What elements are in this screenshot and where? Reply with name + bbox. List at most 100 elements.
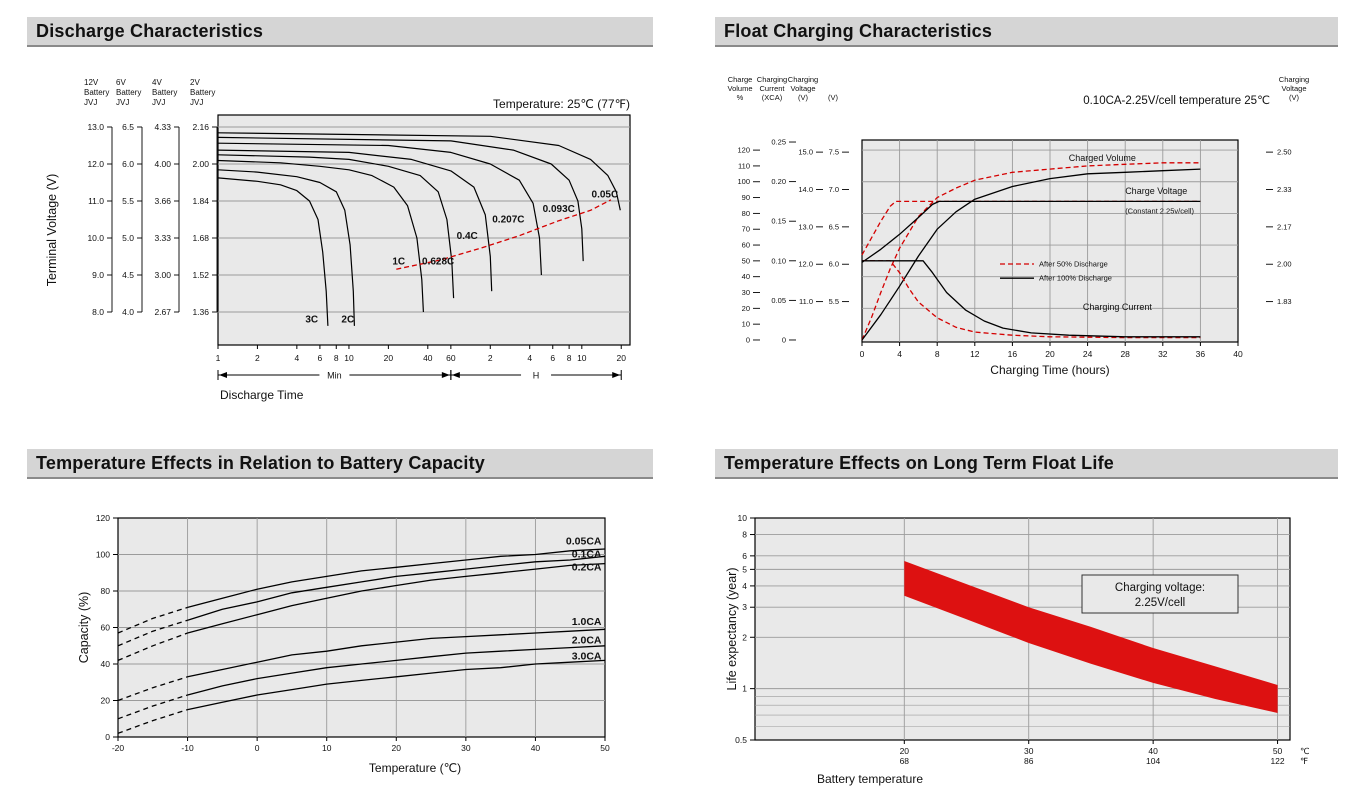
svg-text:40: 40 [742,272,750,281]
svg-text:Charging: Charging [757,75,787,84]
svg-text:32: 32 [1158,349,1168,359]
svg-text:8.0: 8.0 [92,307,104,317]
svg-text:0.2CA: 0.2CA [572,561,602,573]
curve-2.0CA [187,645,606,696]
svg-text:13.0: 13.0 [798,222,813,231]
svg-text:2: 2 [255,353,260,363]
svg-text:Battery: Battery [84,88,109,97]
svg-text:2.25V/cell: 2.25V/cell [1135,597,1186,609]
svg-text:3.66: 3.66 [154,196,171,206]
svg-text:0: 0 [746,335,750,344]
svg-text:50: 50 [742,256,750,265]
svg-text:℉: ℉ [1300,756,1308,766]
temp-capacity-chart: -20 -10 0 10 20 30 40 50 0 20 40 60 80 100 120 Capacity… [77,513,610,775]
svg-text:6: 6 [318,353,323,363]
svg-text:5.0: 5.0 [122,233,134,243]
svg-text:10.0: 10.0 [87,233,104,243]
svg-text:H: H [533,371,540,381]
svg-text:4.00: 4.00 [154,159,171,169]
svg-text:Battery: Battery [116,88,141,97]
svg-text:0: 0 [105,732,110,742]
curve-0.05CA-dashed [117,606,188,634]
discharge-curves [217,132,621,326]
svg-text:(V): (V) [1289,93,1300,102]
float-curve-labels: Charged Volume Charge Voltage (Constant 2.… [1069,153,1195,312]
section-title-text: Temperature Effects in Relation to Batte… [36,452,485,473]
float-annotation: 0.10CA-2.25V/cell temperature 25℃ [1083,95,1270,107]
curve-1C [217,159,424,313]
svg-text:3.33: 3.33 [154,233,171,243]
svg-text:104: 104 [1146,756,1160,766]
svg-text:5: 5 [742,564,747,574]
svg-text:12.0: 12.0 [87,159,104,169]
svg-text:2.33: 2.33 [1277,185,1292,194]
capacity-curves [117,548,606,734]
svg-text:9.0: 9.0 [92,270,104,280]
svg-text:10: 10 [742,320,750,329]
svg-text:15.0: 15.0 [798,148,813,157]
curve-1.0CA [187,628,606,678]
svg-text:4: 4 [742,581,747,591]
svg-text:6.5: 6.5 [829,222,839,231]
svg-text:40: 40 [423,353,433,363]
svg-text:12: 12 [970,349,980,359]
curve-0.628C [217,154,455,299]
svg-text:0.05C: 0.05C [592,190,619,201]
svg-text:0.5: 0.5 [735,735,747,745]
svg-text:Charge Voltage: Charge Voltage [1125,186,1187,196]
svg-text:30: 30 [1024,746,1034,756]
life-y-axis-title: Life expectancy (year) [725,568,739,691]
svg-text:80: 80 [101,586,111,596]
svg-text:13.0: 13.0 [87,122,104,132]
svg-text:4: 4 [897,349,902,359]
svg-text:30: 30 [742,288,750,297]
svg-text:0: 0 [782,335,786,344]
curve-0.1CA [187,555,606,621]
svg-text:Charging: Charging [1279,75,1309,84]
svg-text:14.0: 14.0 [798,185,813,194]
svg-text:2V: 2V [190,78,200,87]
svg-text:4.5: 4.5 [122,270,134,280]
svg-text:JVJ: JVJ [116,98,129,107]
discharge-curve-labels: 3C 2C 1C 0.628C 0.4C 0.207C 0.093C 0.05C [305,190,618,326]
svg-text:30: 30 [461,743,471,753]
svg-text:2.17: 2.17 [1277,222,1292,231]
svg-text:20: 20 [1045,349,1055,359]
svg-text:11.0: 11.0 [88,196,104,206]
svg-text:Min: Min [327,371,342,381]
svg-text:5.5: 5.5 [122,196,134,206]
svg-text:3.0CA: 3.0CA [572,651,602,663]
svg-text:1: 1 [216,353,221,363]
discharge-axes: Terminal Voltage (V)12VBatteryJVJ13.012.… [45,78,631,402]
svg-text:℃: ℃ [1300,746,1310,756]
svg-text:1C: 1C [392,257,405,268]
svg-text:0.05CA: 0.05CA [566,536,602,548]
float-curves [861,162,1201,341]
svg-text:2: 2 [488,353,493,363]
svg-text:4.33: 4.33 [154,122,171,132]
curve-0.05CA [187,548,606,609]
curve-charged-volume-after-100-discharge [861,168,1201,341]
svg-text:2.16: 2.16 [192,122,209,132]
svg-text:0: 0 [860,349,865,359]
discharge-annotation: Temperature: 25℃ (77℉) [493,97,630,111]
svg-text:0.4C: 0.4C [457,231,478,242]
curve-2.0CA-dashed [117,694,188,720]
life-expectancy-band [904,561,1278,713]
svg-text:50: 50 [600,743,610,753]
svg-text:2.50: 2.50 [1277,148,1292,157]
svg-text:0.093C: 0.093C [543,204,575,215]
svg-text:20: 20 [384,353,394,363]
svg-text:6V: 6V [116,78,126,87]
svg-text:2.0CA: 2.0CA [572,634,602,646]
section-title-text: Temperature Effects on Long Term Float L… [724,452,1114,473]
life-band [904,561,1278,713]
svg-text:20: 20 [392,743,402,753]
svg-text:3.00: 3.00 [154,270,171,280]
svg-text:Current: Current [759,84,785,93]
svg-text:JVJ: JVJ [84,98,97,107]
svg-text:40: 40 [1233,349,1243,359]
svg-text:36: 36 [1196,349,1206,359]
svg-text:4: 4 [294,353,299,363]
